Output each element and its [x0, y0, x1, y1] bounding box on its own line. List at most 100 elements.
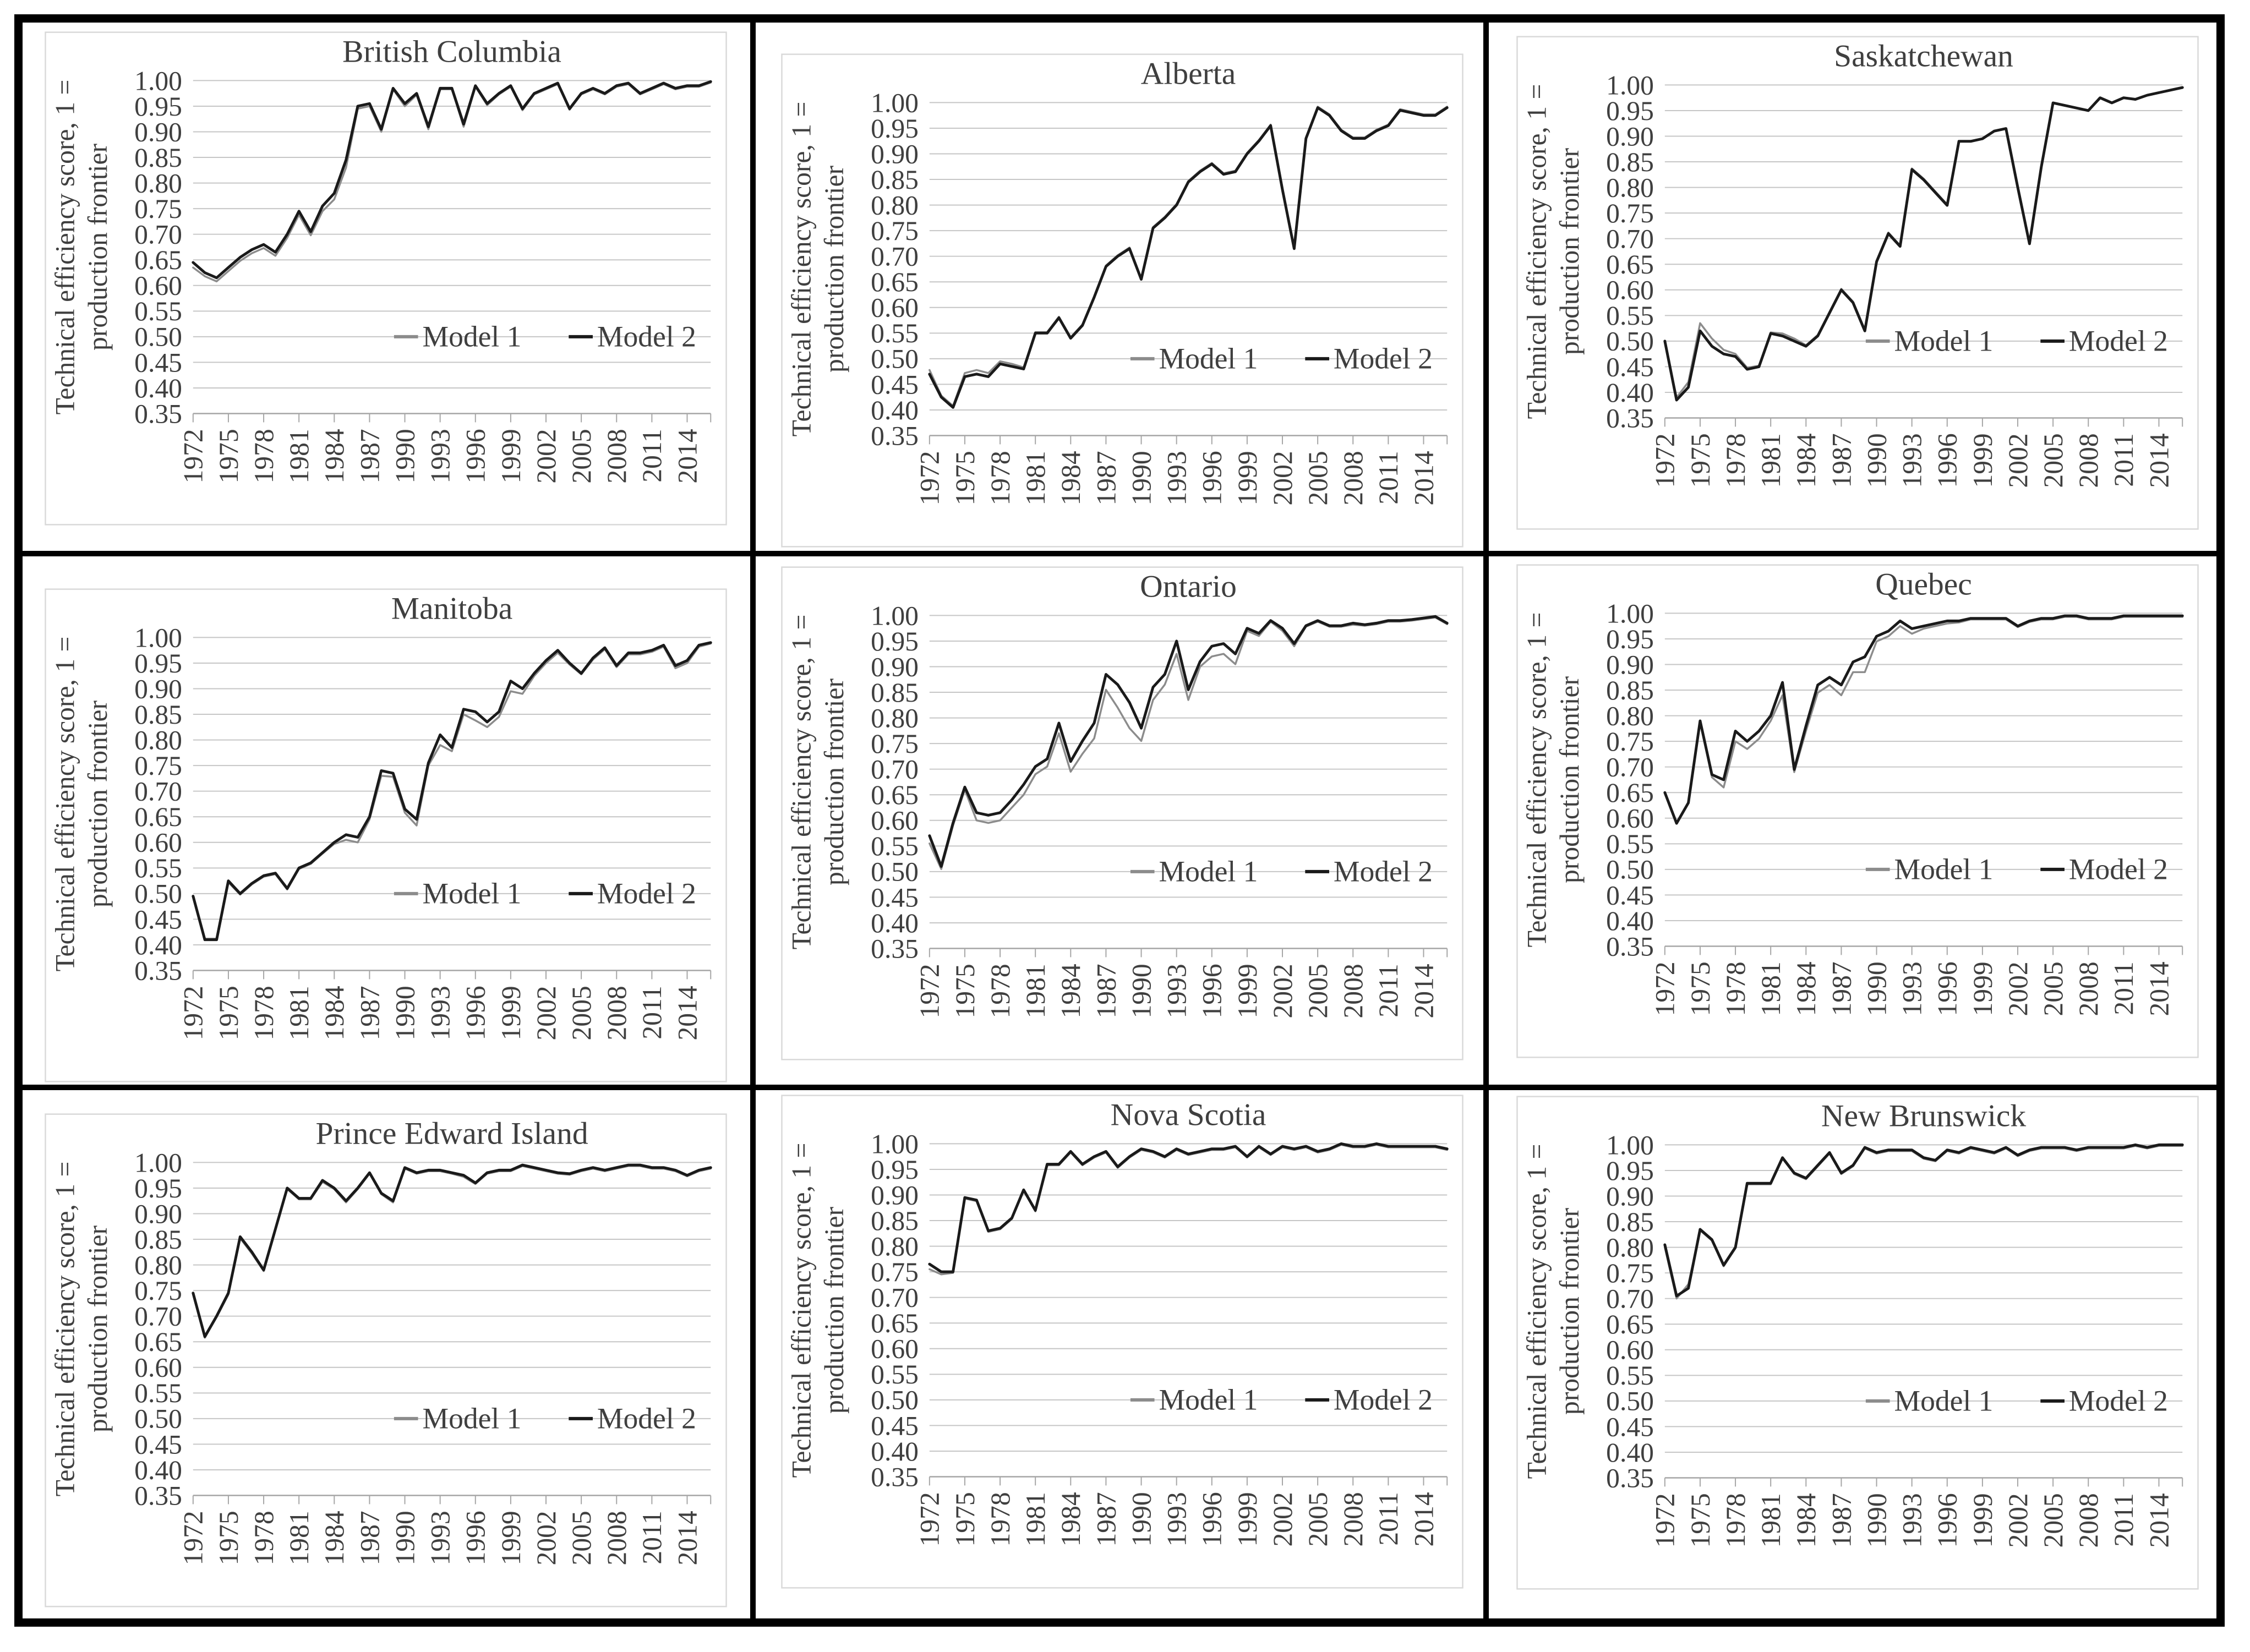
x-tick-label: 1990 [1126, 964, 1156, 1018]
y-tick-label: 0.75 [1606, 198, 1654, 228]
x-tick-label: 2005 [566, 986, 597, 1040]
x-tick-label: 1984 [319, 986, 349, 1040]
legend-model1-label: Model 1 [1894, 325, 1993, 358]
y-tick-label: 0.45 [1606, 880, 1654, 910]
y-tick-label: 0.35 [134, 398, 182, 429]
y-tick-label: 0.65 [134, 1327, 182, 1357]
y-tick-label: 0.35 [1606, 931, 1654, 961]
y-tick-label: 0.65 [134, 802, 182, 832]
x-tick-label: 2002 [531, 1511, 561, 1565]
x-tick-label: 2011 [2109, 433, 2139, 486]
y-tick-label: 0.70 [1606, 224, 1654, 254]
y-tick-label: 0.70 [134, 220, 182, 250]
chart-figure-saskatchewan: 1.00 0.95 0.90 0.85 0.80 0.75 0.70 0.65 0.60 0.55… [1489, 23, 2216, 530]
x-tick-label: 2011 [1373, 964, 1403, 1017]
y-tick-label: 0.75 [871, 1257, 919, 1287]
x-tick-label: 1972 [1650, 1493, 1680, 1547]
chart-cell: 1.00 0.95 0.90 0.85 0.80 0.75 0.70 0.65 0.60 0.55… [753, 554, 1486, 1087]
x-tick-label: 2008 [2073, 961, 2104, 1016]
y-tick-label: 0.40 [871, 395, 919, 425]
chart-new-brunswick: 1.000.950.900.850.800.750.700.650.600.55… [1516, 1096, 2199, 1590]
x-tick-label: 1978 [249, 429, 279, 483]
x-tick-label: 2008 [602, 986, 632, 1040]
charts-grid: 1.00 0.95 0.90 0.85 0.80 0.75 0.70 0.65 0.60 0.55… [14, 14, 2225, 1627]
chart-title: New Brunswick [1821, 1099, 2026, 1134]
chart-figure-british-columbia: 1.00 0.95 0.90 0.85 0.80 0.75 0.70 0.65 0.60 0.55… [23, 23, 750, 526]
model2-line [928, 1142, 1449, 1273]
y-tick-label: 0.80 [134, 1250, 182, 1280]
chart-figure-ontario: 1.00 0.95 0.90 0.85 0.80 0.75 0.70 0.65 0.60 0.55… [756, 556, 1483, 1060]
chart-cell: 1.00 0.95 0.90 0.85 0.80 0.75 0.70 0.65 0.60 0.55… [1486, 20, 2219, 554]
y-tick-label: 0.90 [1606, 121, 1654, 151]
y-tick-label: 0.45 [1606, 1412, 1654, 1442]
y-tick-label: 0.85 [134, 143, 182, 173]
chart-frame [781, 1095, 1463, 1589]
x-tick-label: 1981 [1756, 1493, 1786, 1547]
y-tick-label: 0.95 [134, 648, 182, 679]
chart-quebec: 1.000.950.900.850.800.750.700.650.600.55… [1516, 564, 2199, 1058]
x-tick-label: 1996 [461, 986, 491, 1040]
y-tick-label: 0.50 [871, 344, 919, 374]
y-tick-label: 0.65 [1606, 778, 1654, 808]
x-tick-label: 1981 [1020, 451, 1051, 505]
chart-frame [45, 1113, 727, 1607]
y-tick-label: 0.85 [1606, 675, 1654, 705]
x-tick-label: 1990 [1126, 1492, 1156, 1546]
chart-prince-edward-island: 1.000.950.900.850.800.750.700.650.600.55… [45, 1113, 727, 1607]
x-tick-label: 1972 [178, 986, 209, 1040]
chart-cell: 1.00 0.95 0.90 0.85 0.80 0.75 0.70 0.65 0.60 0.55… [1486, 554, 2219, 1087]
y-axis-label: Technical efficiency score, 1 = [787, 615, 817, 950]
x-tick-label: 2014 [2144, 433, 2174, 488]
x-tick-label: 1972 [915, 964, 945, 1018]
x-tick-label: 1987 [1826, 1493, 1856, 1547]
x-tick-label: 1981 [284, 986, 314, 1040]
y-tick-label: 0.75 [134, 751, 182, 781]
y-axis-label: production frontier [1554, 676, 1585, 883]
x-tick-label: 2005 [1303, 1492, 1333, 1546]
y-axis-label: Technical efficiency score, 1 = [50, 637, 80, 972]
y-tick-label: 0.40 [1606, 378, 1654, 408]
x-tick-label: 1975 [950, 1492, 980, 1546]
y-tick-label: 0.35 [134, 1480, 182, 1511]
x-tick-label: 1987 [1091, 1492, 1121, 1546]
y-tick-label: 0.95 [1606, 1156, 1654, 1186]
y-axis-label: Technical efficiency score, 1 = [1522, 84, 1552, 419]
x-tick-label: 1972 [915, 451, 945, 505]
x-tick-label: 1981 [1020, 1492, 1051, 1546]
y-tick-label: 0.90 [871, 1180, 919, 1210]
x-tick-label: 1987 [1826, 961, 1856, 1016]
y-tick-label: 1.00 [134, 1147, 182, 1178]
x-tick-label: 1984 [1056, 1492, 1086, 1546]
x-tick-label: 1990 [1126, 451, 1156, 505]
y-tick-label: 0.60 [1606, 803, 1654, 834]
y-tick-label: 0.35 [871, 933, 919, 964]
chart-figure-prince-edward-island: 1.00 0.95 0.90 0.85 0.80 0.75 0.70 0.65 0.60 0.55… [23, 1090, 750, 1607]
chart-figure-quebec: 1.00 0.95 0.90 0.85 0.80 0.75 0.70 0.65 0.60 0.55… [1489, 556, 2216, 1058]
y-tick-label: 0.80 [1606, 1232, 1654, 1262]
y-tick-label: 1.00 [1606, 598, 1654, 628]
x-tick-label: 1972 [178, 429, 209, 483]
y-tick-label: 0.85 [134, 1224, 182, 1255]
x-tick-label: 2014 [1408, 451, 1439, 505]
chart-figure-manitoba: 1.00 0.95 0.90 0.85 0.80 0.75 0.70 0.65 0.60 0.55… [23, 556, 750, 1082]
y-tick-label: 1.00 [871, 87, 919, 118]
chart-cell: 1.00 0.95 0.90 0.85 0.80 0.75 0.70 0.65 0.60 0.55… [20, 20, 753, 554]
y-tick-label: 1.00 [1606, 70, 1654, 100]
model1-line [192, 1165, 712, 1339]
y-tick-label: 0.35 [1606, 403, 1654, 433]
chart-alberta: 1.000.950.900.850.800.750.700.650.600.55… [781, 53, 1463, 548]
x-tick-label: 2014 [672, 429, 702, 483]
x-tick-label: 2008 [1338, 451, 1368, 505]
y-tick-label: 1.00 [871, 1129, 919, 1159]
x-tick-label: 1978 [985, 1492, 1015, 1546]
y-tick-label: 0.50 [134, 879, 182, 909]
y-tick-label: 0.80 [1606, 701, 1654, 731]
y-tick-label: 0.75 [871, 216, 919, 246]
y-tick-label: 0.85 [134, 699, 182, 730]
x-tick-label: 2005 [2038, 961, 2068, 1016]
y-tick-label: 0.35 [871, 420, 919, 451]
y-tick-label: 0.45 [1606, 352, 1654, 382]
legend-model2-label: Model 2 [597, 1402, 696, 1435]
y-tick-label: 0.90 [1606, 1181, 1654, 1211]
x-tick-label: 1999 [1968, 433, 1998, 488]
